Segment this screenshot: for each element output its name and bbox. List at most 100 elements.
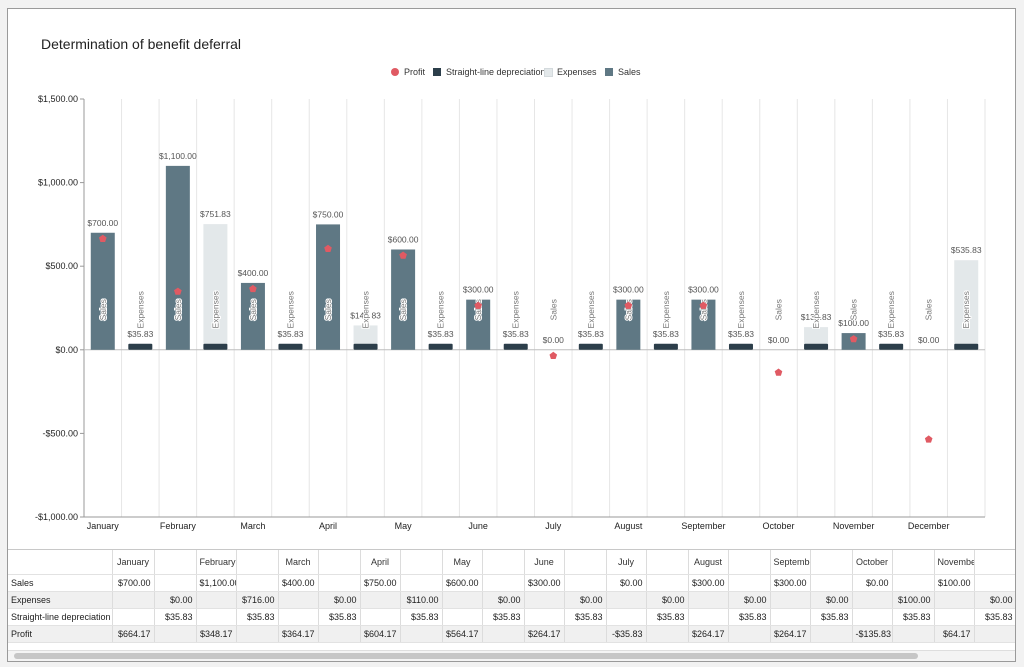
table-cell: $0.00	[728, 591, 771, 609]
table-cell: $35.83	[154, 608, 197, 626]
table-cell: $364.17	[278, 625, 319, 643]
sales-total-label: $600.00	[388, 234, 419, 244]
table-cell	[688, 608, 729, 626]
x-tick-label: November	[833, 521, 875, 531]
table-cell	[112, 591, 155, 609]
table-cell	[770, 591, 811, 609]
table-cell: $0.00	[852, 574, 893, 592]
table-cell: $0.00	[564, 591, 607, 609]
profit-point	[549, 351, 558, 359]
y-tick-label: $500.00	[45, 261, 78, 271]
table-cell	[400, 625, 443, 643]
table-cell: $750.00	[360, 574, 401, 592]
table-cell	[400, 574, 443, 592]
table-cell	[196, 608, 237, 626]
table-cell: $35.83	[646, 608, 689, 626]
bar-stack-label: Expenses	[736, 291, 746, 328]
table-cell: $35.83	[810, 608, 853, 626]
table-cell: $300.00	[688, 574, 729, 592]
depreciation-bar	[353, 343, 378, 350]
horizontal-scrollbar[interactable]	[8, 650, 1015, 661]
bar-stack-label: Expenses	[135, 291, 145, 328]
table-header-cell	[400, 550, 443, 575]
sales-total-label: $0.00	[768, 335, 790, 345]
table-cell: $1,100.00	[196, 574, 237, 592]
legend-item[interactable]: Expenses	[544, 67, 597, 77]
sales-total-label: $0.00	[918, 335, 940, 345]
depreciation-bar	[503, 343, 528, 350]
table-cell	[646, 625, 689, 643]
expenses-total-label: $35.83	[127, 329, 153, 339]
depreciation-bar	[128, 343, 153, 350]
sales-total-label: $300.00	[463, 285, 494, 295]
table-header-cell: May	[442, 550, 483, 575]
bar-stack-label: Sales	[398, 299, 408, 320]
bar-stack-label: Expenses	[361, 291, 371, 328]
depreciation-bar	[578, 343, 603, 350]
legend-swatch	[605, 68, 613, 76]
table-cell: $600.00	[442, 574, 483, 592]
scrollbar-thumb[interactable]	[14, 653, 918, 659]
legend-item[interactable]: Straight-line depreciation	[433, 67, 546, 77]
legend-label: Straight-line depreciation	[446, 67, 546, 77]
table-cell: $300.00	[770, 574, 811, 592]
sales-total-label: $300.00	[688, 285, 719, 295]
profit-point	[774, 368, 783, 376]
table-cell: $716.00	[236, 591, 279, 609]
table-cell	[688, 591, 729, 609]
profit-point	[324, 244, 332, 252]
depreciation-bar	[728, 343, 753, 350]
table-header-cell: September	[770, 550, 811, 575]
data-table-container: January February March April May June July Augu…	[8, 549, 1015, 648]
sales-bar	[316, 224, 341, 350]
table-cell	[112, 608, 155, 626]
table-row-label: Profit	[8, 625, 113, 643]
bar-stack-label: Expenses	[436, 291, 446, 328]
legend-item[interactable]: Sales	[605, 67, 641, 77]
profit-point	[249, 284, 257, 293]
chart-legend: Profit Straight-line depreciation Expenses…	[8, 67, 1015, 81]
bar-stack-label: Expenses	[886, 291, 896, 328]
table-cell	[934, 608, 975, 626]
bar-stack-label: Expenses	[210, 291, 220, 328]
table-cell: $0.00	[606, 574, 647, 592]
x-tick-label: January	[87, 521, 120, 531]
table-cell	[196, 591, 237, 609]
legend-item[interactable]: Profit	[391, 67, 425, 77]
table-cell	[278, 591, 319, 609]
x-tick-label: December	[908, 521, 950, 531]
table-header-cell	[318, 550, 361, 575]
sales-total-label: $1,100.00	[159, 151, 197, 161]
table-cell	[892, 574, 935, 592]
table-header-row: January February March April May June July Augu…	[8, 550, 1015, 575]
table-header-cell	[810, 550, 853, 575]
bar-stack-label: Sales	[548, 299, 558, 320]
bar-stack-label: Sales	[173, 299, 183, 320]
table-header-cell: June	[524, 550, 565, 575]
table-cell: -$135.83	[852, 625, 893, 643]
table-cell	[810, 574, 853, 592]
table-cell: $664.17	[112, 625, 155, 643]
legend-label: Sales	[618, 67, 641, 77]
table-cell	[442, 591, 483, 609]
table-cell: $35.83	[564, 608, 607, 626]
table-cell	[770, 608, 811, 626]
table-cell	[524, 608, 565, 626]
table-cell: $264.17	[688, 625, 729, 643]
table-cell: $35.83	[728, 608, 771, 626]
table-header-cell: July	[606, 550, 647, 575]
profit-point	[924, 435, 933, 443]
sales-total-label: $300.00	[613, 285, 644, 295]
expenses-total-label: $535.83	[951, 245, 982, 255]
profit-point	[624, 301, 633, 309]
x-tick-label: July	[545, 521, 562, 531]
y-tick-label: $0.00	[55, 345, 78, 355]
x-tick-label: September	[681, 521, 725, 531]
table-cell	[564, 574, 607, 592]
y-tick-label: $1,500.00	[38, 94, 78, 104]
bar-stack-label: Expenses	[586, 291, 596, 328]
sales-total-label: $100.00	[838, 318, 869, 328]
table-header-cell	[236, 550, 279, 575]
expenses-total-label: $35.83	[578, 329, 604, 339]
table-cell	[236, 574, 279, 592]
